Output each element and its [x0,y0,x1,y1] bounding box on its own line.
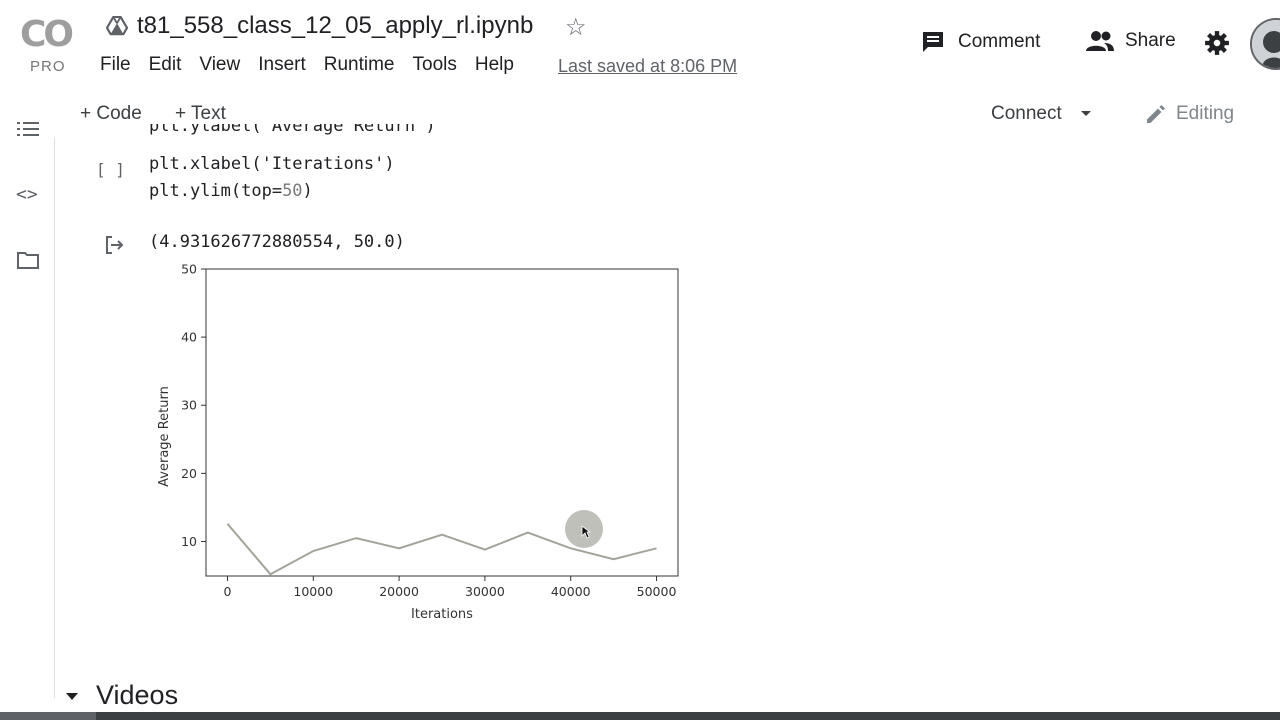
star-icon[interactable]: ☆ [565,14,587,41]
share-label: Share [1125,30,1176,51]
y-axis-label: Average Return [157,386,172,487]
logo-pro-label: PRO [30,58,66,75]
menu-tools[interactable]: Tools [412,54,457,75]
menu-view[interactable]: View [199,54,241,75]
notebook-title[interactable]: t81_558_class_12_05_apply_rl.ipynb [137,12,534,39]
menu-bar: File Edit View Insert Runtime Tools Help [100,54,532,76]
colab-logo[interactable]: CO PRO [18,10,80,75]
x-tick-label: 10000 [293,584,333,599]
gear-icon[interactable] [1204,30,1230,56]
drive-icon[interactable] [106,16,128,36]
rail-divider [54,138,55,698]
share-button[interactable]: Share [1085,30,1176,52]
x-tick-label: 50000 [637,584,677,599]
avatar[interactable] [1250,18,1280,70]
caret-down-icon[interactable] [1080,110,1092,118]
y-tick-label: 40 [181,330,197,345]
y-tick-label: 10 [181,534,197,549]
menu-runtime[interactable]: Runtime [323,54,395,75]
comment-label: Comment [958,31,1041,52]
add-text-button[interactable]: + Text [175,103,226,124]
menu-insert[interactable]: Insert [258,54,306,75]
mouse-cursor-icon [581,525,591,539]
comment-button[interactable]: Comment [920,30,1040,54]
series-line [226,523,657,576]
run-cell-button[interactable]: [ ] [96,160,125,179]
editing-label: Editing [1176,103,1235,124]
line-chart: 0 10000 20000 30000 40000 50000 10 20 30 40 50 Ite… [157,262,679,622]
code-line[interactable]: plt.ylabel('Average Return') [149,124,436,136]
last-saved-link[interactable]: Last saved at 8:06 PM [558,56,738,76]
x-axis-label: Iterations [411,607,473,622]
code-line[interactable]: plt.xlabel('Iterations') [149,154,395,174]
x-tick-label: 0 [223,584,231,599]
y-tick-label: 30 [181,398,197,413]
connect-button[interactable]: Connect [991,103,1092,125]
x-tick-label: 40000 [551,584,591,599]
collapse-caret-icon[interactable] [64,692,80,702]
output-text: (4.931626772880554, 50.0) [149,232,405,252]
code-line[interactable]: plt.ylim(top=50) [149,181,313,201]
table-of-contents-icon[interactable] [17,120,39,138]
folder-icon[interactable] [17,251,39,269]
plot-frame [205,268,679,577]
comment-icon [923,32,943,52]
code-snippets-icon[interactable]: <> [16,184,38,205]
menu-file[interactable]: File [100,54,131,75]
logo-text: CO [20,14,74,55]
section-heading-videos[interactable]: Videos [96,680,179,710]
editing-mode-button[interactable]: Editing [1144,102,1234,126]
y-tick-label: 20 [181,466,197,481]
pencil-icon [1147,105,1165,123]
menu-edit[interactable]: Edit [148,54,182,75]
menu-help[interactable]: Help [474,54,514,75]
output-icon[interactable] [104,234,126,256]
taskbar [0,712,1280,720]
add-code-button[interactable]: + Code [80,103,142,124]
connect-label: Connect [991,103,1062,124]
y-tick-label: 50 [181,262,197,277]
people-icon [1086,31,1114,51]
x-tick-label: 20000 [379,584,419,599]
avatar-image [1252,20,1280,68]
x-tick-label: 30000 [465,584,505,599]
taskbar-tab[interactable] [0,712,96,720]
